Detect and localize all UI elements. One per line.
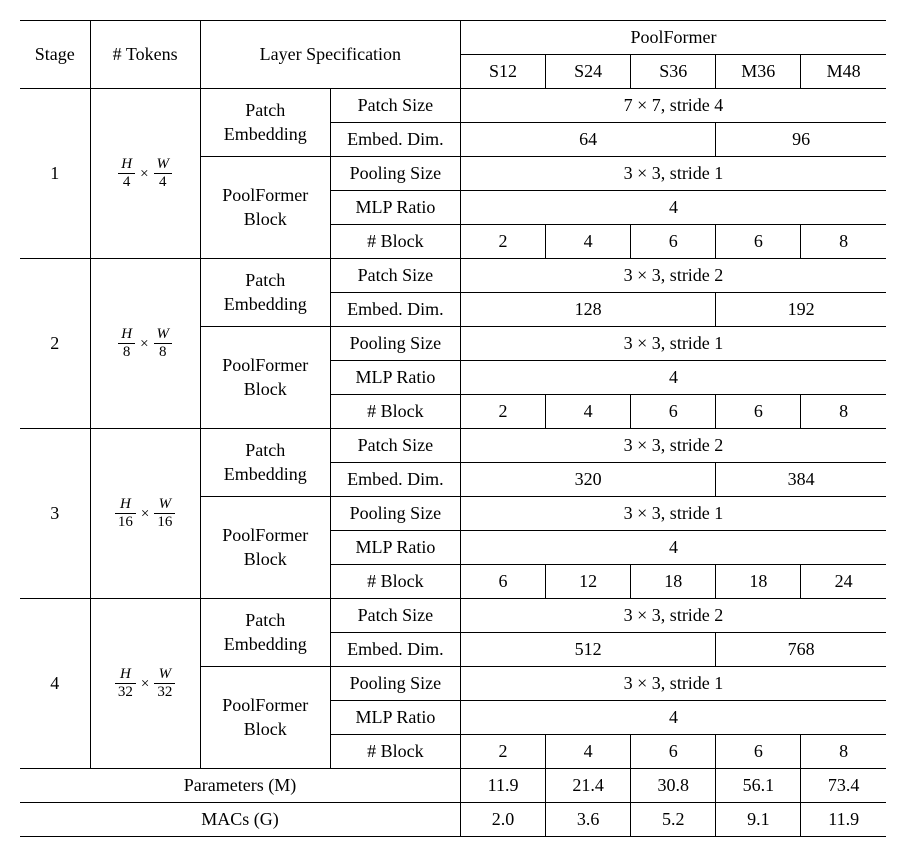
spec-value: 6 <box>631 225 716 259</box>
spec-value: 2 <box>460 225 545 259</box>
params-label: Parameters (M) <box>20 769 460 803</box>
spec-group: PatchEmbedding <box>200 259 330 327</box>
macs-value: 3.6 <box>546 803 631 837</box>
spec-value: 4 <box>460 191 886 225</box>
spec-value: 384 <box>716 463 886 497</box>
spec-value: 4 <box>460 531 886 565</box>
header-tokens: # Tokens <box>90 21 200 89</box>
stage-number: 4 <box>20 599 90 769</box>
spec-name: # Block <box>330 395 460 429</box>
spec-name: Patch Size <box>330 599 460 633</box>
header-variant: S36 <box>631 55 716 89</box>
spec-name: Embed. Dim. <box>330 123 460 157</box>
spec-name: # Block <box>330 565 460 599</box>
spec-value: 8 <box>801 225 886 259</box>
spec-value: 4 <box>546 735 631 769</box>
stage-tokens: H4×W4 <box>90 89 200 259</box>
stage-number: 1 <box>20 89 90 259</box>
poolformer-config-table: Stage # Tokens Layer Specification PoolF… <box>20 20 886 837</box>
spec-value: 96 <box>716 123 886 157</box>
spec-value: 6 <box>631 395 716 429</box>
spec-value: 7 × 7, stride 4 <box>460 89 886 123</box>
spec-name: Embed. Dim. <box>330 293 460 327</box>
spec-name: MLP Ratio <box>330 701 460 735</box>
spec-value: 3 × 3, stride 2 <box>460 259 886 293</box>
macs-label: MACs (G) <box>20 803 460 837</box>
spec-name: Pooling Size <box>330 327 460 361</box>
spec-value: 2 <box>460 735 545 769</box>
spec-value: 6 <box>460 565 545 599</box>
stage-number: 3 <box>20 429 90 599</box>
spec-value: 12 <box>546 565 631 599</box>
spec-value: 512 <box>460 633 715 667</box>
spec-value: 18 <box>716 565 801 599</box>
header-layerspec: Layer Specification <box>200 21 460 89</box>
stage-tokens: H32×W32 <box>90 599 200 769</box>
spec-group: PoolFormerBlock <box>200 497 330 599</box>
header-variant: M48 <box>801 55 886 89</box>
spec-value: 18 <box>631 565 716 599</box>
spec-name: # Block <box>330 735 460 769</box>
spec-value: 3 × 3, stride 1 <box>460 327 886 361</box>
spec-name: MLP Ratio <box>330 191 460 225</box>
spec-value: 2 <box>460 395 545 429</box>
spec-value: 8 <box>801 735 886 769</box>
spec-name: Patch Size <box>330 429 460 463</box>
stage-tokens: H8×W8 <box>90 259 200 429</box>
macs-value: 5.2 <box>631 803 716 837</box>
spec-value: 128 <box>460 293 715 327</box>
stage-tokens: H16×W16 <box>90 429 200 599</box>
spec-value: 64 <box>460 123 715 157</box>
spec-value: 3 × 3, stride 2 <box>460 599 886 633</box>
spec-name: MLP Ratio <box>330 531 460 565</box>
spec-name: MLP Ratio <box>330 361 460 395</box>
params-value: 11.9 <box>460 769 545 803</box>
spec-name: Patch Size <box>330 259 460 293</box>
spec-group: PatchEmbedding <box>200 599 330 667</box>
spec-value: 4 <box>546 395 631 429</box>
macs-value: 9.1 <box>716 803 801 837</box>
spec-value: 8 <box>801 395 886 429</box>
spec-value: 24 <box>801 565 886 599</box>
spec-group: PoolFormerBlock <box>200 667 330 769</box>
spec-value: 192 <box>716 293 886 327</box>
header-stage: Stage <box>20 21 90 89</box>
spec-value: 3 × 3, stride 1 <box>460 667 886 701</box>
spec-value: 3 × 3, stride 1 <box>460 497 886 531</box>
spec-group: PoolFormerBlock <box>200 327 330 429</box>
header-variant: S24 <box>546 55 631 89</box>
spec-value: 768 <box>716 633 886 667</box>
header-poolformer: PoolFormer <box>460 21 886 55</box>
params-value: 73.4 <box>801 769 886 803</box>
spec-value: 6 <box>716 225 801 259</box>
macs-value: 11.9 <box>801 803 886 837</box>
params-value: 21.4 <box>546 769 631 803</box>
params-value: 30.8 <box>631 769 716 803</box>
spec-group: PatchEmbedding <box>200 429 330 497</box>
spec-value: 4 <box>460 361 886 395</box>
spec-name: Pooling Size <box>330 497 460 531</box>
spec-name: Pooling Size <box>330 667 460 701</box>
spec-value: 3 × 3, stride 2 <box>460 429 886 463</box>
spec-name: Pooling Size <box>330 157 460 191</box>
spec-value: 6 <box>631 735 716 769</box>
spec-value: 6 <box>716 395 801 429</box>
spec-name: Patch Size <box>330 89 460 123</box>
spec-name: Embed. Dim. <box>330 463 460 497</box>
params-value: 56.1 <box>716 769 801 803</box>
spec-value: 3 × 3, stride 1 <box>460 157 886 191</box>
stage-number: 2 <box>20 259 90 429</box>
spec-value: 6 <box>716 735 801 769</box>
spec-value: 4 <box>546 225 631 259</box>
spec-group: PatchEmbedding <box>200 89 330 157</box>
spec-value: 320 <box>460 463 715 497</box>
spec-name: # Block <box>330 225 460 259</box>
spec-value: 4 <box>460 701 886 735</box>
spec-name: Embed. Dim. <box>330 633 460 667</box>
spec-group: PoolFormerBlock <box>200 157 330 259</box>
header-variant: S12 <box>460 55 545 89</box>
macs-value: 2.0 <box>460 803 545 837</box>
header-variant: M36 <box>716 55 801 89</box>
